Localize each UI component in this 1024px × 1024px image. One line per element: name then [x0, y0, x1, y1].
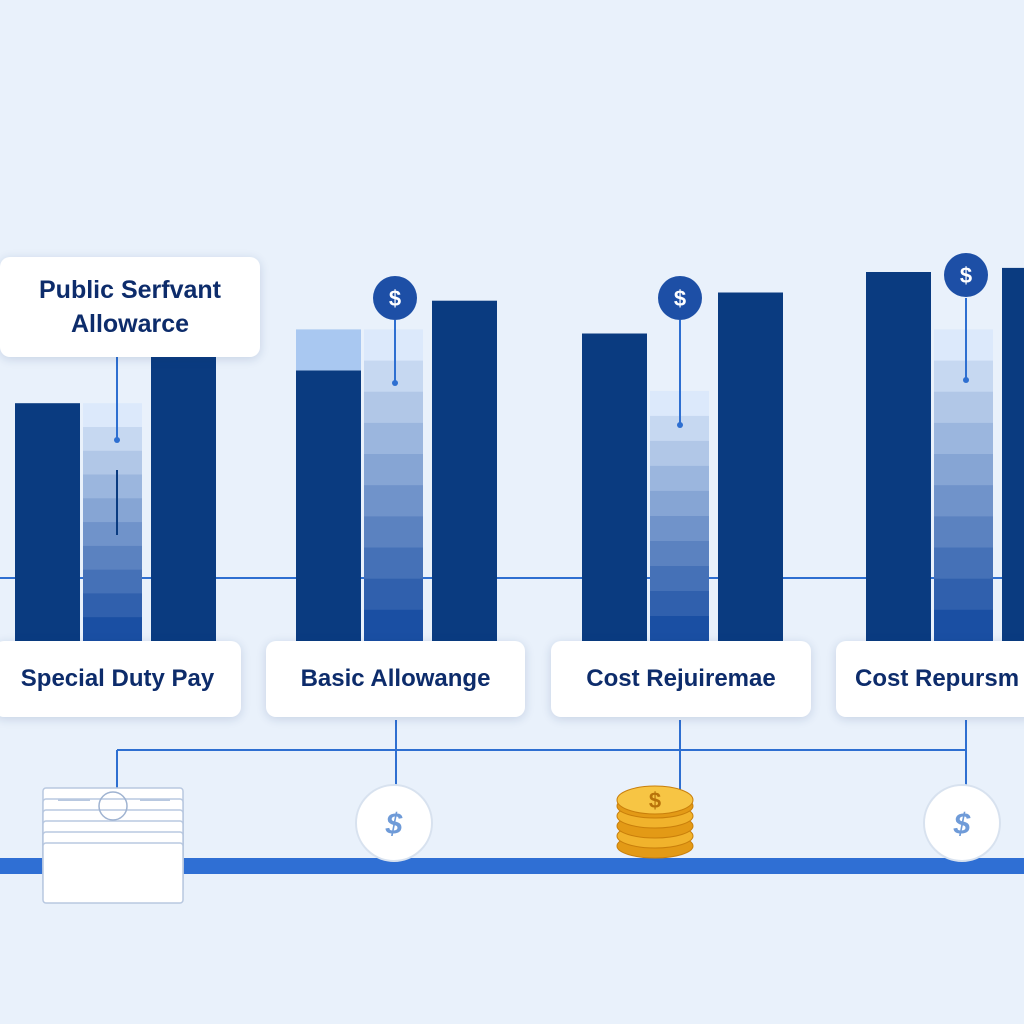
bar-series0-0	[15, 403, 80, 641]
svg-text:$: $	[385, 808, 403, 841]
dollar-coin-icon: $	[355, 784, 433, 862]
bar-segment	[83, 545, 142, 571]
bar-gradient-1	[364, 329, 423, 642]
bar-series2-3	[1002, 267, 1024, 641]
bar-segment	[934, 422, 993, 455]
bar-series2-0	[151, 349, 216, 641]
bar-series0-2	[582, 333, 647, 641]
bar-gradient-0	[83, 403, 142, 642]
bar-series2-1	[432, 300, 497, 641]
bar-segment	[364, 391, 423, 424]
bar-segment	[934, 391, 993, 424]
baseline	[0, 858, 1024, 874]
svg-text:$: $	[960, 263, 972, 288]
bar-segment	[650, 566, 709, 592]
dollar-coin-icon: $	[923, 784, 1001, 862]
bar-segment	[650, 440, 709, 467]
bar-segment	[650, 516, 709, 542]
bar-gradient-3	[934, 329, 993, 642]
bar-segment	[650, 465, 709, 492]
bar-segment	[934, 329, 993, 362]
bar-segment	[934, 609, 993, 642]
dollar-badge-icon: $	[944, 253, 988, 297]
bar-top-band	[296, 329, 361, 371]
gold-coin-stack-icon: $	[616, 785, 694, 859]
bar-segment	[83, 593, 142, 618]
category-label-cost-repursm: Cost Repursm	[836, 641, 1024, 717]
category-label-basic-allowange: Basic Allowange	[266, 641, 525, 717]
bar-series2-2	[718, 292, 783, 641]
bar-segment	[650, 541, 709, 567]
category-label-cost-rejuiremae: Cost Rejuiremae	[551, 641, 811, 717]
svg-text:$: $	[389, 286, 401, 311]
bar-segment	[650, 591, 709, 617]
pointer-dot-3	[963, 377, 969, 383]
bar-segment	[83, 427, 142, 452]
bar-segment	[83, 522, 142, 547]
svg-text:$: $	[953, 808, 971, 841]
bar-gradient-2	[650, 390, 709, 642]
bar-segment	[364, 454, 423, 486]
svg-text:$: $	[674, 286, 686, 311]
chart-title: Public Serfvant Allowarce	[0, 257, 260, 357]
bar-segment	[934, 547, 993, 580]
bar-segment	[364, 547, 423, 580]
bar-segment	[83, 569, 142, 594]
bar-segment	[364, 422, 423, 455]
svg-text:$: $	[649, 788, 661, 813]
bar-segment	[934, 516, 993, 549]
bar-segment	[934, 578, 993, 611]
pointer-dot-1	[392, 380, 398, 386]
bar-segment	[83, 498, 142, 523]
pointer-dot-0	[114, 437, 120, 443]
dollar-badge-icon: $	[373, 276, 417, 320]
bar-segment	[934, 485, 993, 517]
bar-segment	[83, 617, 142, 642]
bar-segment	[83, 403, 142, 428]
bar-segment	[364, 516, 423, 549]
bar-series0-1	[296, 370, 361, 641]
bar-segment	[364, 578, 423, 611]
bar-segment	[83, 450, 142, 476]
bar-segment	[650, 490, 709, 517]
dollar-badge-icon: $	[658, 276, 702, 320]
bar-segment	[364, 485, 423, 517]
bar-series0-3	[866, 272, 931, 641]
bar-segment	[83, 474, 142, 499]
bar-segment	[650, 616, 709, 642]
bar-segment	[364, 360, 423, 393]
banknote-stack-icon	[42, 787, 184, 904]
bar-segment	[364, 609, 423, 642]
bar-segment	[934, 454, 993, 486]
bar-segment	[934, 360, 993, 393]
category-label-special-duty-pay: Special Duty Pay	[0, 641, 241, 717]
pointer-dot-2	[677, 422, 683, 428]
bar-segment	[364, 329, 423, 362]
